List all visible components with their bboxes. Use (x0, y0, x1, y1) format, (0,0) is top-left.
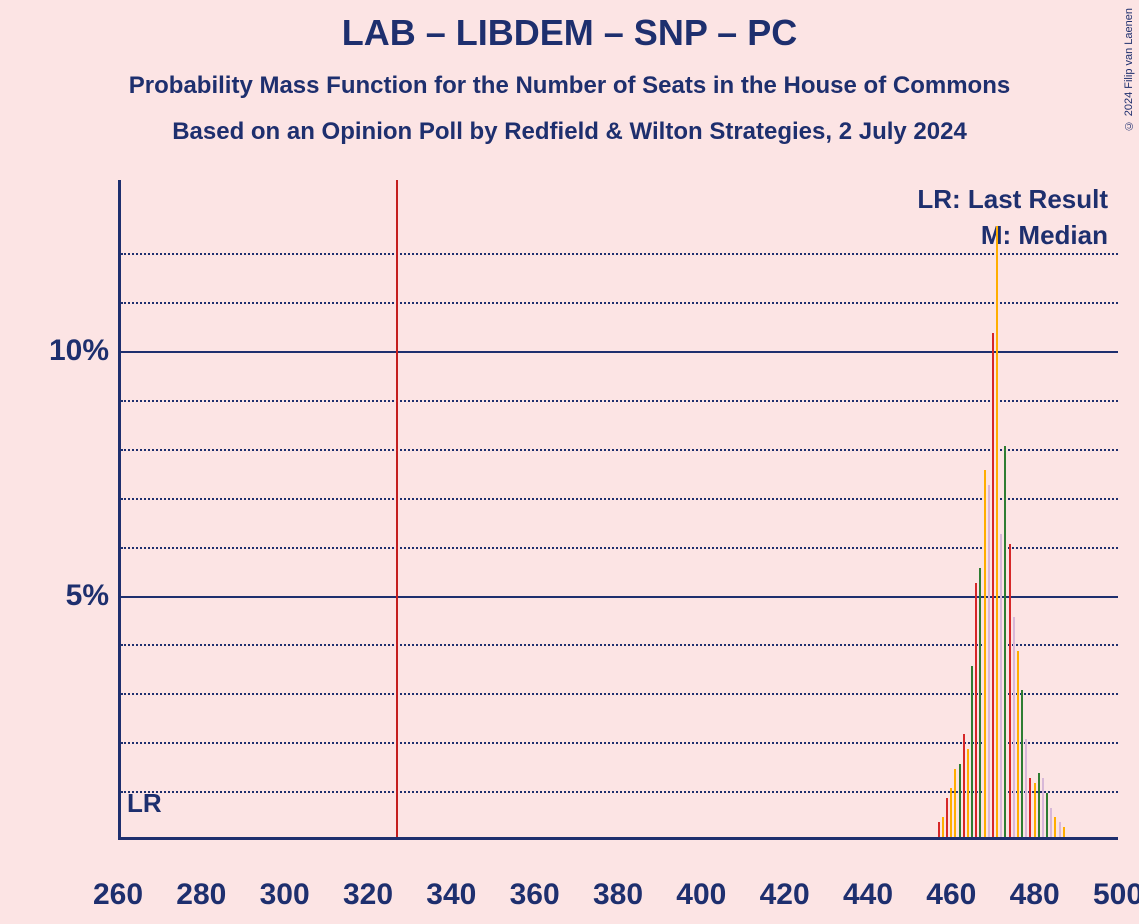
pmf-bar (971, 666, 973, 837)
x-axis-label: 420 (760, 878, 810, 912)
x-axis-label: 360 (510, 878, 560, 912)
x-axis-label: 300 (260, 878, 310, 912)
grid-minor (121, 547, 1118, 549)
pmf-bar (1034, 783, 1036, 837)
pmf-bar (1025, 739, 1027, 837)
pmf-bar (988, 485, 990, 837)
grid-minor (121, 742, 1118, 744)
chart-subtitle-1: Probability Mass Function for the Number… (0, 72, 1139, 100)
pmf-bar (1000, 534, 1002, 837)
y-axis-label: 5% (66, 579, 109, 613)
legend-m: M: Median (981, 220, 1108, 251)
pmf-bar (975, 583, 977, 837)
pmf-bar (992, 333, 994, 837)
x-axis-label: 400 (676, 878, 726, 912)
x-axis-label: 320 (343, 878, 393, 912)
pmf-bar (946, 798, 948, 837)
pmf-bar (1054, 817, 1056, 837)
pmf-bar (963, 734, 965, 837)
lr-vertical-line (396, 180, 398, 837)
x-axis-label: 340 (426, 878, 476, 912)
pmf-bar (1059, 822, 1061, 837)
grid-minor (121, 498, 1118, 500)
pmf-bar (1046, 793, 1048, 837)
grid-minor (121, 400, 1118, 402)
pmf-bar (1029, 778, 1031, 837)
x-axis-label: 280 (176, 878, 226, 912)
copyright-text: © 2024 Filip van Laenen (1123, 8, 1135, 131)
x-axis-label: 440 (843, 878, 893, 912)
pmf-bar (938, 822, 940, 837)
pmf-bar (967, 749, 969, 837)
pmf-bar (1063, 827, 1065, 837)
grid-minor (121, 644, 1118, 646)
pmf-bar (942, 817, 944, 837)
x-axis-label: 260 (93, 878, 143, 912)
pmf-bar (1004, 446, 1006, 837)
plot-area: LR: Last Result M: Median LR (118, 180, 1118, 840)
grid-minor (121, 302, 1118, 304)
y-axis-label: 10% (49, 334, 109, 368)
pmf-bar (979, 568, 981, 837)
pmf-bar (996, 226, 998, 837)
chart-subtitle-2: Based on an Opinion Poll by Redfield & W… (0, 118, 1139, 146)
pmf-bar (1042, 778, 1044, 837)
x-axis-label: 460 (926, 878, 976, 912)
x-axis-label: 500 (1093, 878, 1139, 912)
pmf-bar (984, 470, 986, 837)
pmf-bar (959, 764, 961, 837)
grid-major (121, 596, 1118, 598)
grid-major (121, 351, 1118, 353)
pmf-bar (1038, 773, 1040, 837)
grid-minor (121, 253, 1118, 255)
legend-lr: LR: Last Result (917, 184, 1108, 215)
grid-minor (121, 693, 1118, 695)
pmf-bar (1017, 651, 1019, 837)
pmf-bar (1021, 690, 1023, 837)
pmf-bar (1013, 617, 1015, 837)
x-axis-label: 480 (1010, 878, 1060, 912)
pmf-bar (954, 769, 956, 837)
pmf-bar (950, 788, 952, 837)
chart-area: LR: Last Result M: Median LR 5% 10% 260 280… (0, 180, 1139, 924)
x-axis-label: 380 (593, 878, 643, 912)
pmf-bar (1050, 808, 1052, 837)
grid-minor (121, 449, 1118, 451)
chart-title: LAB – LIBDEM – SNP – PC (0, 0, 1139, 54)
pmf-bar (1009, 544, 1011, 837)
